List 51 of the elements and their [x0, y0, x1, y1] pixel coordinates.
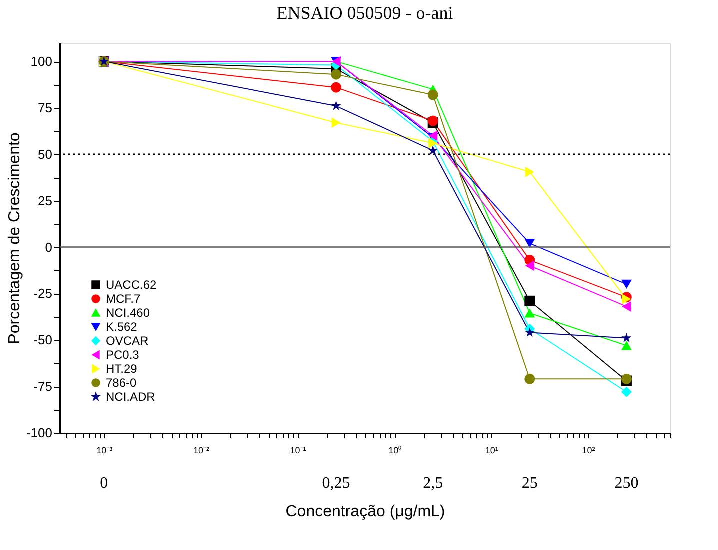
point [525, 260, 534, 272]
legend-label: NCI.ADR [106, 390, 156, 404]
point [331, 100, 342, 110]
x-tick-label: 10⁻¹ [290, 446, 306, 456]
y-tick-label: 50 [38, 146, 52, 162]
text: 25 [522, 475, 538, 492]
point [525, 166, 534, 178]
x-tick-label: 10¹ [485, 446, 498, 456]
text: 250 [614, 475, 639, 492]
chart-title: ENSAIO 050509 - o-ani [276, 3, 454, 23]
y-tick-label: -50 [34, 332, 52, 348]
x-tick-label: 10² [582, 446, 596, 456]
y-tick-label: 0 [45, 240, 52, 255]
text: 0 [100, 475, 108, 492]
y-tick-label: -100 [26, 426, 52, 440]
y-tick-label: -75 [34, 379, 52, 394]
x-tick-label: 10⁰ [388, 446, 402, 456]
legend-label: 786-0 [106, 376, 138, 390]
point [428, 90, 438, 100]
y-tick-label: 75 [38, 100, 52, 116]
point [428, 145, 438, 155]
point [621, 341, 632, 350]
x-tick-label: 10⁻² [193, 446, 210, 456]
y-tick-label: 100 [30, 54, 52, 70]
point [622, 301, 632, 312]
legend-label: UACC.62 [106, 278, 158, 292]
y-tick-label: -25 [34, 286, 52, 302]
legend-label: HT.29 [106, 362, 138, 376]
point [331, 69, 342, 80]
point [524, 374, 536, 384]
point [428, 130, 438, 142]
point [621, 280, 632, 289]
text: 0,25 [322, 475, 350, 492]
point [621, 386, 632, 398]
point [524, 308, 536, 318]
legend-label: PC0.3 [106, 348, 140, 362]
point [622, 333, 632, 343]
legend-label: MCF.7 [106, 292, 141, 306]
x-axis-title: Concentração (μg/mL) [286, 504, 446, 520]
point [524, 327, 535, 337]
point [331, 82, 342, 93]
point [524, 239, 536, 248]
y-tick-label: 25 [38, 193, 52, 208]
legend-label: OVCAR [106, 334, 150, 348]
text: 2,5 [423, 475, 444, 492]
point [524, 296, 536, 306]
y-axis-title: Porcentagem de Crescimento [6, 132, 24, 344]
x-tick-label: 10⁻³ [96, 446, 113, 456]
legend-label: NCI.460 [106, 306, 150, 320]
point [332, 118, 341, 128]
legend-label: K.562 [106, 320, 138, 334]
